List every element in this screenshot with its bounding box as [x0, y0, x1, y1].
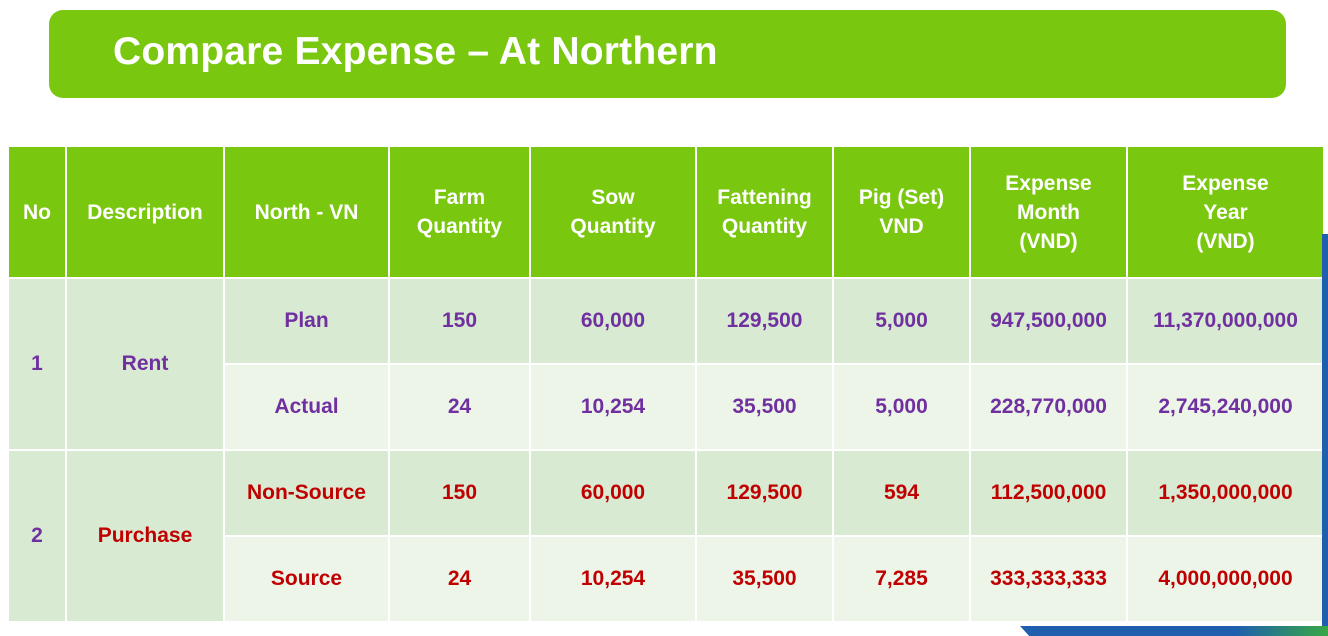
- col-header-no: No: [7, 145, 67, 279]
- pig-set-cell: 5,000: [832, 363, 971, 451]
- table-row: 2 Purchase Non-Source 150 60,000 129,500…: [7, 449, 1325, 623]
- table-row: Source 24 10,254 35,500 7,285 333,333,33…: [8, 535, 1325, 623]
- farm-quantity-cell: 150: [388, 277, 531, 365]
- row-label: Plan: [223, 277, 390, 365]
- col-header-sow-quantity: Sow Quantity: [529, 145, 697, 279]
- title-banner: Compare Expense – At Northern: [49, 10, 1286, 98]
- farm-quantity-cell: 24: [388, 363, 531, 451]
- table-row: 1 Rent Plan 150 60,000 129,500 5,000 947…: [7, 277, 1325, 451]
- row-label: Non-Source: [223, 449, 390, 537]
- pig-set-cell: 7,285: [832, 535, 971, 623]
- col-header-fattening-quantity: Fattening Quantity: [695, 145, 834, 279]
- col-header-description: Description: [65, 145, 225, 279]
- pig-set-cell: 5,000: [832, 277, 971, 365]
- expense-month-cell: 228,770,000: [969, 363, 1128, 451]
- header-row: No Description North - VN Farm Quantity S…: [7, 145, 1325, 279]
- expense-year-cell: 11,370,000,000: [1126, 277, 1325, 365]
- row-label: Source: [223, 535, 390, 623]
- sow-quantity-cell: 10,254: [529, 363, 697, 451]
- decorative-bottom-stripe: [1020, 626, 1328, 636]
- col-header-expense-month: Expense Month (VND): [969, 145, 1128, 279]
- farm-quantity-cell: 24: [388, 535, 531, 623]
- expense-table: No Description North - VN Farm Quantity S…: [7, 145, 1325, 623]
- fattening-quantity-cell: 35,500: [695, 535, 834, 623]
- expense-month-cell: 333,333,333: [969, 535, 1128, 623]
- col-header-pig-set: Pig (Set) VND: [832, 145, 971, 279]
- page-title: Compare Expense – At Northern: [113, 30, 718, 73]
- row-no: 1: [7, 277, 67, 451]
- expense-year-cell: 2,745,240,000: [1126, 363, 1325, 451]
- farm-quantity-cell: 150: [388, 449, 531, 537]
- fattening-quantity-cell: 129,500: [695, 449, 834, 537]
- sow-quantity-cell: 60,000: [529, 449, 697, 537]
- col-header-north-vn: North - VN: [223, 145, 390, 279]
- fattening-quantity-cell: 35,500: [695, 363, 834, 451]
- sow-quantity-cell: 60,000: [529, 277, 697, 365]
- expense-month-cell: 112,500,000: [969, 449, 1128, 537]
- row-no: 2: [7, 449, 67, 623]
- col-header-expense-year: Expense Year (VND): [1126, 145, 1325, 279]
- expense-year-cell: 4,000,000,000: [1126, 535, 1325, 623]
- table-row: Actual 24 10,254 35,500 5,000 228,770,00…: [8, 363, 1325, 451]
- row-description: Purchase: [65, 449, 225, 623]
- col-header-farm-quantity: Farm Quantity: [388, 145, 531, 279]
- sow-quantity-cell: 10,254: [529, 535, 697, 623]
- fattening-quantity-cell: 129,500: [695, 277, 834, 365]
- row-description: Rent: [65, 277, 225, 451]
- expense-month-cell: 947,500,000: [969, 277, 1128, 365]
- pig-set-cell: 594: [832, 449, 971, 537]
- decorative-side-stripe: [1322, 234, 1328, 636]
- expense-year-cell: 1,350,000,000: [1126, 449, 1325, 537]
- row-label: Actual: [223, 363, 390, 451]
